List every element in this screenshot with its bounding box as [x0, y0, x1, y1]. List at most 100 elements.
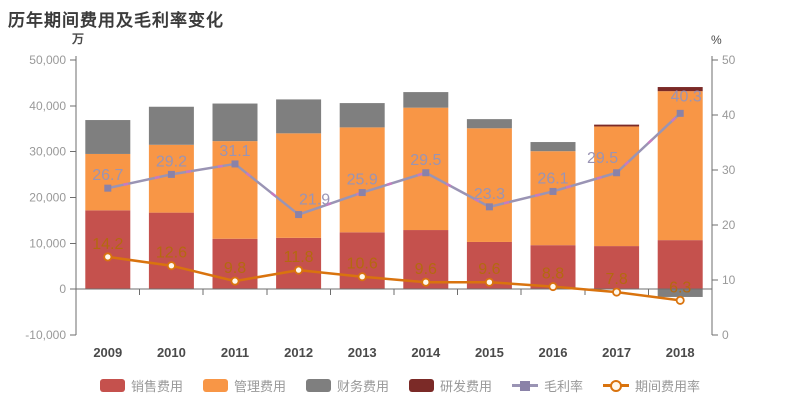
point-label-gross-margin-2013: 25.9 — [347, 172, 378, 189]
right-axis-unit: % — [711, 33, 722, 47]
point-label-expense-ratio-2009: 14.2 — [92, 236, 123, 253]
point-gross-margin-2018[interactable] — [676, 109, 684, 117]
bar-segment-finance-2014[interactable] — [403, 92, 449, 108]
bar-segment-finance-2016[interactable] — [530, 142, 576, 152]
point-expense-ratio-2010[interactable] — [166, 261, 176, 271]
point-gross-margin-2011[interactable] — [231, 160, 239, 168]
bar-segment-finance-2015[interactable] — [466, 119, 512, 129]
right-axis-tick-label: 40 — [722, 108, 736, 122]
chart-title: 历年期间费用及毛利率变化 — [8, 11, 224, 30]
legend-line-icon-gross-margin — [512, 379, 539, 392]
legend-item-admin[interactable]: 管理费用 — [202, 376, 286, 395]
point-expense-ratio-2016[interactable] — [548, 282, 558, 292]
point-expense-ratio-2014[interactable] — [421, 277, 431, 287]
bar-segment-sales-2016[interactable] — [530, 245, 576, 290]
left-axis-tick-label: -10,000 — [25, 328, 66, 342]
bar-segment-rd-2017[interactable] — [594, 124, 640, 127]
left-axis-tick-label: 50,000 — [29, 53, 66, 67]
right-axis-tick-label: 50 — [722, 53, 736, 67]
point-label-expense-ratio-2011: 9.8 — [224, 260, 246, 277]
point-expense-ratio-2015[interactable] — [484, 277, 494, 287]
bar-segment-rd-2018[interactable] — [657, 87, 703, 92]
point-label-gross-margin-2014: 29.5 — [410, 152, 441, 169]
legend-marker-circle-icon — [610, 379, 623, 392]
point-expense-ratio-2013[interactable] — [357, 272, 367, 282]
x-axis-label-2009: 2009 — [93, 345, 122, 360]
x-axis-label-2018: 2018 — [666, 345, 695, 360]
point-gross-margin-2015[interactable] — [485, 203, 493, 211]
left-axis-tick-label: 20,000 — [29, 191, 66, 205]
point-gross-margin-2016[interactable] — [549, 187, 557, 195]
legend-item-sales[interactable]: 销售费用 — [99, 376, 183, 395]
bar-segment-sales-2018[interactable] — [657, 240, 703, 290]
line-expense-ratio — [106, 255, 682, 302]
point-expense-ratio-2018[interactable] — [675, 295, 685, 305]
point-label-gross-margin-2017: 29.5 — [587, 150, 618, 167]
bar-segment-sales-2012[interactable] — [276, 237, 322, 290]
bar-segment-finance-2010[interactable] — [148, 106, 194, 145]
bar-segment-finance-2009[interactable] — [85, 120, 131, 154]
legend-item-expense-ratio[interactable]: 期间费用率 — [603, 376, 700, 395]
legend-item-finance[interactable]: 财务费用 — [305, 376, 389, 395]
x-axis-label-2016: 2016 — [539, 345, 568, 360]
chart-legend: 销售费用 管理费用 财务费用 研发费用 毛利率 期间费用率 — [0, 374, 800, 396]
point-expense-ratio-2009[interactable] — [103, 252, 113, 262]
bar-segment-admin-2016[interactable] — [530, 151, 576, 246]
right-axis-tick-label: 10 — [722, 273, 736, 287]
bar-segment-finance-2013[interactable] — [339, 103, 385, 128]
legend-swatch-rd — [409, 378, 434, 392]
legend-swatch-finance — [305, 378, 331, 392]
legend-item-rd[interactable]: 研发费用 — [409, 376, 492, 395]
point-label-expense-ratio-2016: 8.8 — [542, 266, 564, 283]
left-axis-tick-label: 40,000 — [29, 99, 66, 113]
x-axis-label-2012: 2012 — [284, 345, 313, 360]
bar-segment-admin-2015[interactable] — [466, 128, 512, 242]
bar-segment-admin-2012[interactable] — [276, 133, 322, 238]
bar-segment-admin-2011[interactable] — [212, 141, 258, 239]
bar-segment-admin-2017[interactable] — [594, 126, 640, 247]
bar-segment-sales-2009[interactable] — [85, 210, 131, 290]
x-axis-label-2017: 2017 — [602, 345, 631, 360]
point-label-expense-ratio-2015: 9.6 — [478, 261, 500, 278]
bar-segment-finance-2018[interactable] — [657, 289, 703, 297]
x-axis-label-2011: 2011 — [221, 345, 249, 360]
x-axis-label-2015: 2015 — [475, 345, 504, 360]
point-label-expense-ratio-2012: 11.8 — [284, 249, 314, 266]
legend-label-gross-margin: 毛利率 — [544, 378, 584, 394]
point-expense-ratio-2012[interactable] — [294, 265, 304, 275]
point-gross-margin-2014[interactable] — [422, 169, 430, 177]
point-expense-ratio-2017[interactable] — [612, 287, 622, 297]
bar-segment-admin-2009[interactable] — [85, 153, 131, 211]
point-gross-margin-2013[interactable] — [358, 189, 366, 197]
point-gross-margin-2009[interactable] — [104, 184, 112, 192]
legend-swatch-admin — [202, 378, 228, 392]
bar-segment-sales-2010[interactable] — [148, 212, 194, 290]
left-axis-tick-label: 30,000 — [29, 145, 66, 159]
legend-label-rd: 研发费用 — [440, 378, 493, 394]
bar-segment-admin-2013[interactable] — [339, 127, 385, 233]
left-axis-tick-label: 10,000 — [29, 236, 66, 250]
point-gross-margin-2017[interactable] — [613, 169, 621, 177]
point-label-expense-ratio-2014: 9.6 — [415, 261, 437, 278]
legend-item-gross-margin[interactable]: 毛利率 — [512, 376, 583, 395]
bar-segment-finance-2011[interactable] — [212, 103, 258, 142]
point-label-expense-ratio-2013: 10.6 — [347, 256, 378, 273]
point-label-gross-margin-2016: 26.1 — [537, 170, 568, 187]
bar-segment-sales-2017[interactable] — [594, 246, 640, 290]
point-gross-margin-2010[interactable] — [167, 170, 175, 178]
point-gross-margin-2012[interactable] — [295, 211, 303, 219]
point-label-gross-margin-2011: 31.1 — [219, 143, 250, 160]
legend-label-sales: 销售费用 — [130, 378, 183, 394]
point-expense-ratio-2011[interactable] — [230, 276, 240, 286]
x-axis-label-2014: 2014 — [411, 345, 441, 360]
right-axis-tick-label: 30 — [722, 163, 736, 177]
x-axis-label-2010: 2010 — [157, 345, 186, 360]
bar-segment-finance-2012[interactable] — [276, 99, 322, 134]
legend-line-icon-expense-ratio — [603, 379, 630, 392]
point-label-expense-ratio-2010: 12.6 — [156, 245, 187, 262]
point-label-gross-margin-2012: 21.9 — [299, 192, 330, 209]
legend-swatch-sales — [99, 378, 125, 392]
bar-segment-admin-2014[interactable] — [403, 107, 449, 231]
